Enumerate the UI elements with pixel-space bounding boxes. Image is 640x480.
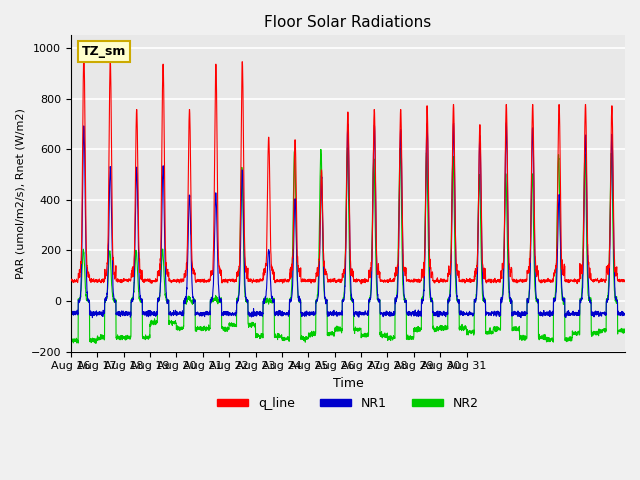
q_line (80, 51, 88, 57)
X-axis label: Time: Time (333, 377, 364, 390)
q_line (296, 273, 304, 278)
q_line (175, 277, 183, 283)
NR2 (621, 330, 629, 336)
NR1 (88, 315, 96, 321)
NR1 (429, 310, 437, 315)
q_line (67, 277, 75, 283)
NR2 (92, 340, 100, 346)
q_line (621, 278, 629, 284)
q_line (357, 281, 365, 287)
NR2 (67, 338, 75, 344)
NR2 (175, 327, 183, 333)
Title: Floor Solar Radiations: Floor Solar Radiations (264, 15, 431, 30)
Line: NR2: NR2 (71, 148, 625, 343)
NR2 (225, 323, 233, 328)
NR1 (148, 311, 156, 316)
NR1 (621, 312, 629, 318)
Line: NR1: NR1 (71, 123, 625, 318)
NR2 (148, 321, 156, 327)
NR1 (546, 309, 554, 314)
NR2 (344, 145, 351, 151)
q_line (546, 277, 554, 283)
NR2 (429, 327, 437, 333)
NR1 (296, 296, 304, 301)
Legend: q_line, NR1, NR2: q_line, NR1, NR2 (212, 392, 484, 415)
NR1 (502, 120, 510, 126)
q_line (429, 278, 437, 284)
NR1 (175, 311, 183, 317)
Y-axis label: PAR (umol/m2/s), Rnet (W/m2): PAR (umol/m2/s), Rnet (W/m2) (15, 108, 25, 279)
NR2 (296, 298, 304, 304)
NR1 (67, 311, 75, 316)
q_line (148, 278, 156, 284)
NR1 (225, 312, 233, 317)
q_line (225, 276, 233, 282)
Line: q_line: q_line (71, 54, 625, 284)
NR2 (546, 337, 554, 343)
Text: TZ_sm: TZ_sm (82, 45, 126, 58)
